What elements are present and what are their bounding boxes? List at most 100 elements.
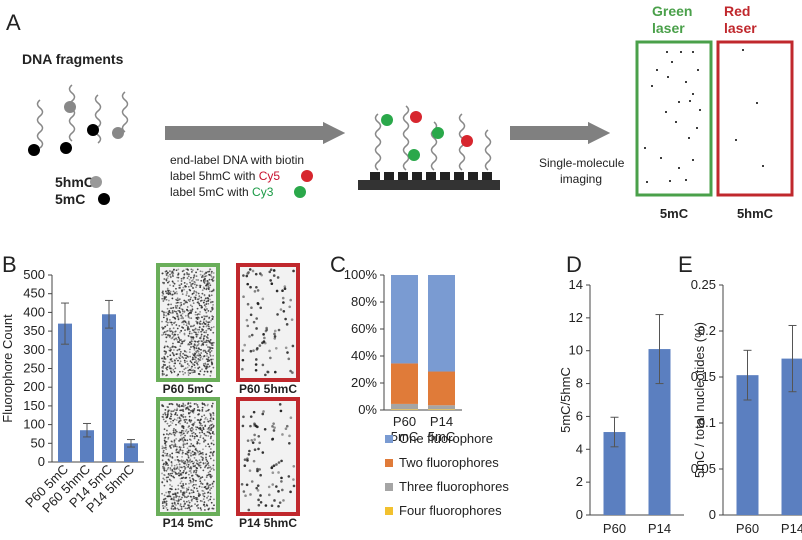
spot [259,501,263,504]
spot [209,489,211,491]
spot [192,478,194,480]
spot [208,412,211,415]
spot [196,442,199,444]
spot [195,317,198,319]
spot [181,308,184,311]
spot [187,334,190,337]
spot [199,311,201,313]
spot [184,468,186,470]
spot [179,489,182,492]
spot [164,290,167,293]
spot [240,483,244,486]
spot [188,351,191,353]
spot [205,325,208,328]
spot [198,366,201,369]
spot [198,461,201,464]
spot [161,502,164,505]
spot [185,351,188,353]
spot [208,278,211,281]
spot [283,285,287,288]
spot [204,280,207,282]
spot [210,361,213,364]
spot [193,290,196,293]
spot [289,298,292,302]
spot [169,330,172,333]
spot [201,316,203,319]
spot [194,452,197,455]
spot [197,340,200,343]
spot [191,293,194,296]
spot [204,362,207,365]
spot [165,500,168,503]
spot [209,417,212,420]
spot [190,270,193,273]
spot [191,491,193,494]
spot [198,295,201,298]
spot [257,498,260,502]
spot [209,495,212,498]
bar [736,375,759,515]
spot [194,366,197,369]
spot [177,508,180,511]
spot [190,285,192,287]
spot [192,292,195,294]
spot [204,341,207,344]
spot [190,471,192,474]
spot [167,281,169,284]
spot [174,471,177,474]
spot [184,361,186,364]
spot [179,503,182,506]
spot [190,296,192,299]
spot [210,442,213,445]
spot [165,491,168,494]
spot [212,326,215,328]
spot [173,418,176,421]
spot [177,336,180,339]
spot [280,459,283,463]
spot [261,341,264,345]
spot [191,280,193,282]
spot [177,318,180,321]
spot [212,467,214,470]
spot [161,404,164,407]
spot [192,489,194,492]
step-text: label 5mC with [170,185,249,199]
spot [172,285,175,287]
spot [166,321,169,324]
spot [163,462,165,465]
spot [167,433,170,436]
spot [192,491,195,494]
spot [187,463,190,466]
spot [200,340,203,342]
spot [171,336,174,339]
spot [166,324,169,327]
step-text: imaging [560,172,602,186]
spot [162,507,165,510]
spot [185,357,187,359]
spot [190,474,193,477]
spot [273,337,277,340]
spot [170,433,173,436]
spot [165,440,168,443]
spot [161,310,164,313]
spot [212,459,215,462]
spot [173,444,175,447]
bar-segment [391,363,418,404]
spot [255,327,258,330]
dna-strands [36,84,129,149]
spot [211,363,213,366]
spot [162,293,165,295]
spot [173,507,175,510]
spot [174,413,177,416]
image-label: P60 5mC [163,382,214,396]
spot [176,327,179,330]
spot [292,478,295,481]
spot [204,323,207,326]
spot [207,356,210,359]
spot [169,484,171,486]
spot [212,451,214,454]
spot [165,463,167,466]
spot [161,326,164,329]
spot [193,403,196,405]
spot [201,322,204,325]
